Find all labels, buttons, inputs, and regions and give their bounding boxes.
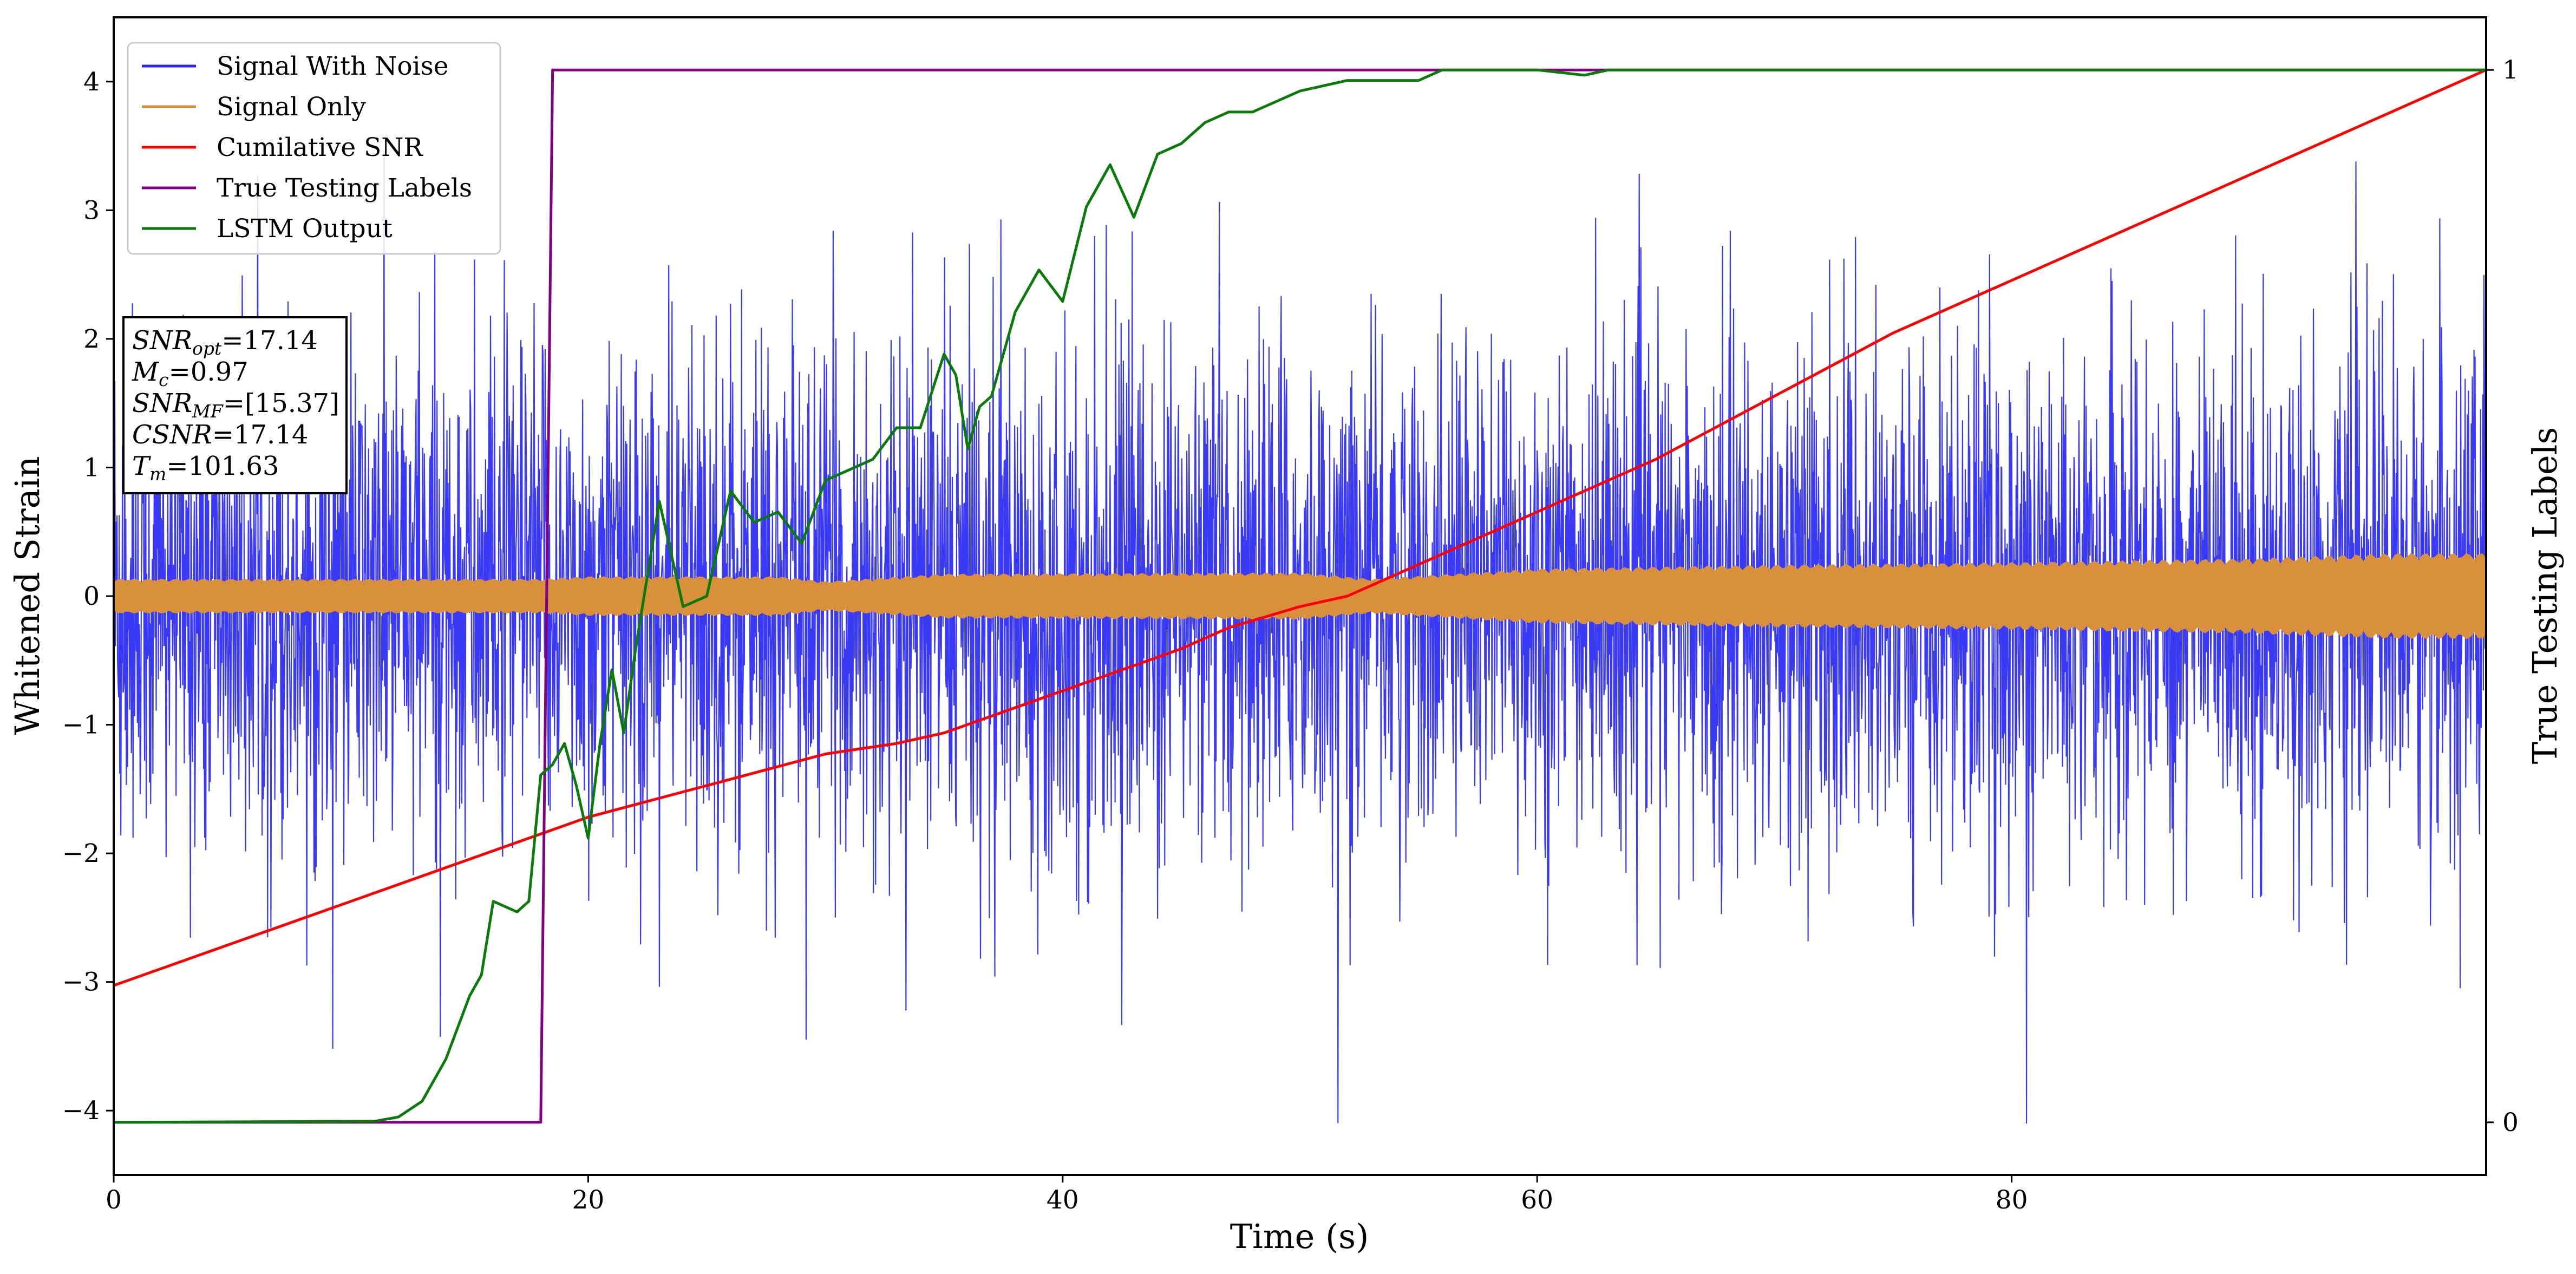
y-tick-label: −1 (62, 710, 100, 740)
series-signal-with-noise (114, 151, 2486, 1124)
series-signal-only (114, 553, 2486, 639)
y2-axis-title: True Testing Labels (2525, 427, 2565, 765)
legend-label-cumilative-snr: Cumilative SNR (217, 133, 423, 162)
y-axis-left: −4 −3 −2 −1 0 1 2 3 4 (62, 67, 114, 1126)
series-cumilative-snr (114, 68, 2486, 987)
y2-tick-label: 0 (2502, 1108, 2519, 1138)
annotation-line-mc: Mc=0.97 (132, 357, 249, 390)
series-lstm-output (114, 68, 2486, 1124)
y-tick-label: −3 (62, 968, 100, 997)
legend: Signal With Noise Signal Only Cumilative… (127, 42, 501, 255)
y-tick-label: −4 (62, 1096, 100, 1126)
x-tick-label: 0 (106, 1185, 122, 1215)
parameter-annotation-box: SNRopt=17.14 Mc=0.97 SNRMF=[15.37] CSNR=… (122, 316, 348, 494)
x-tick-label: 40 (1047, 1185, 1079, 1215)
x-axis-title: Time (s) (1230, 1217, 1369, 1256)
y-tick-label: −2 (62, 839, 100, 868)
x-tick-label: 80 (1996, 1185, 2028, 1215)
plot-series (114, 68, 2486, 1124)
legend-label-signal-only: Signal Only (217, 92, 366, 122)
x-tick-label: 60 (1521, 1185, 1553, 1215)
y-tick-label: 0 (83, 582, 100, 611)
annotation-frame (122, 316, 348, 494)
annotation-line-tm: Tm=101.63 (132, 451, 279, 485)
x-tick-label: 20 (572, 1185, 604, 1215)
legend-label-signal-with-noise: Signal With Noise (217, 51, 449, 81)
y-axis-right: 01 (2486, 55, 2519, 1138)
y2-tick-label: 1 (2502, 55, 2519, 85)
x-axis: 0 20 40 60 80 (106, 1175, 2028, 1215)
y-tick-label: 2 (83, 324, 100, 354)
annotation-line-csnr: CSNR=17.14 (132, 420, 308, 450)
annotation-line-snr-mf: SNRMF=[15.37] (132, 388, 339, 422)
y-tick-label: 3 (83, 195, 100, 225)
legend-box (127, 42, 501, 255)
y-tick-label: 4 (83, 67, 100, 97)
legend-label-lstm-output: LSTM Output (217, 214, 393, 244)
y-tick-label: 1 (83, 453, 100, 482)
annotation-line-snr-opt: SNRopt=17.14 (132, 325, 318, 359)
y-axis-title: Whitened Strain (8, 456, 47, 735)
legend-label-true-testing-labels: True Testing Labels (217, 173, 472, 203)
